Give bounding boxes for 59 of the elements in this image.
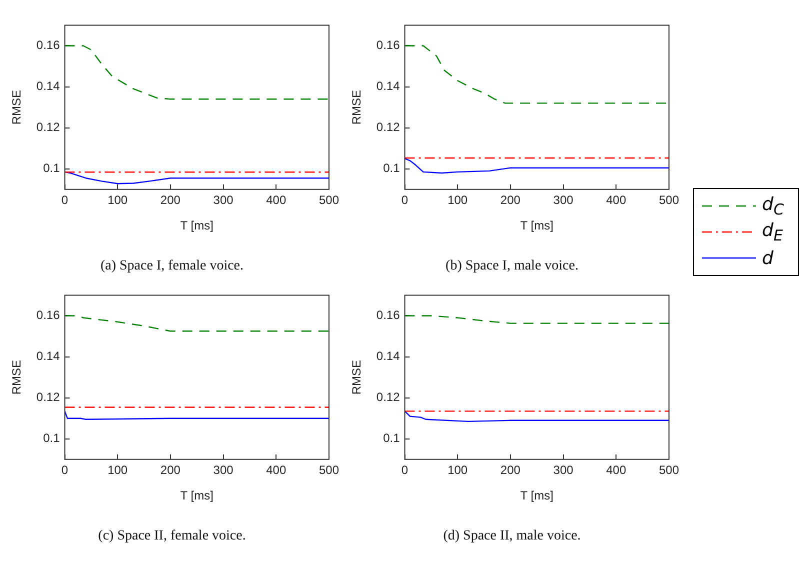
x-tick-label: 0 [401, 192, 408, 207]
x-tick-label: 0 [401, 462, 408, 477]
y-tick-label: 0.12 [376, 120, 400, 134]
y-axis-title: RMSE [10, 90, 24, 125]
x-tick-label: 100 [108, 192, 128, 207]
line-series [404, 315, 669, 324]
x-tick-label: 0 [61, 462, 68, 477]
text: (c) Space II, female voice. [98, 528, 246, 544]
x-tick-label: 500 [658, 192, 680, 207]
x-tick-label: 400 [606, 192, 626, 207]
x-tick-label: 100 [448, 462, 468, 477]
y-axis-title: RMSE [350, 90, 364, 125]
x-tick-label: 300 [553, 462, 574, 477]
x-axis-title: T [ms] [520, 488, 554, 502]
x-tick-label: 200 [500, 192, 521, 207]
y-axis-title: RMSE [350, 360, 364, 395]
x-tick-label: 400 [266, 462, 286, 477]
x-tick-label: 500 [658, 462, 680, 477]
x-tick-label: 100 [448, 192, 468, 207]
y-tick-label: 0.14 [376, 349, 400, 364]
legend-label: d [762, 248, 774, 268]
y-tick-label: 0.16 [36, 38, 60, 52]
line-series [64, 315, 329, 332]
legend-label: d$_{E}$ [762, 220, 783, 244]
x-axis-title: T [ms] [180, 488, 214, 502]
x-tick-label: 300 [213, 462, 234, 477]
y-tick-label: 0.12 [36, 390, 60, 404]
text: (b) Space I, male voice. [446, 258, 578, 274]
x-axis-title: T [ms] [180, 218, 214, 232]
x-tick-label: 400 [266, 192, 286, 207]
y-tick-label: 0.14 [376, 79, 400, 94]
y-tick-label: 0.14 [36, 79, 60, 94]
x-tick-label: 400 [606, 462, 626, 477]
y-tick-label: 0.1 [383, 161, 400, 176]
x-axis-title: T [ms] [520, 218, 554, 232]
line-series [64, 45, 329, 100]
y-axis-title: RMSE [10, 360, 24, 395]
x-tick-label: 300 [213, 192, 234, 207]
y-tick-label: 0.16 [376, 308, 400, 322]
y-tick-label: 0.12 [36, 120, 60, 134]
y-tick-label: 0.16 [36, 308, 60, 322]
x-tick-label: 100 [108, 462, 128, 477]
x-tick-label: 200 [160, 192, 181, 207]
text: (a) Space I, female voice. [100, 258, 244, 274]
x-tick-label: 500 [318, 462, 340, 477]
y-tick-label: 0.14 [36, 349, 60, 364]
y-tick-label: 0.1 [43, 431, 60, 446]
x-tick-label: 500 [318, 192, 340, 207]
y-tick-label: 0.1 [383, 431, 400, 446]
legend-label: d$_{C}$ [762, 194, 784, 218]
x-tick-label: 300 [553, 192, 574, 207]
y-tick-label: 0.1 [43, 161, 60, 176]
x-tick-label: 200 [160, 462, 181, 477]
y-tick-label: 0.16 [376, 38, 400, 52]
x-tick-label: 0 [61, 192, 68, 207]
x-tick-label: 200 [500, 462, 521, 477]
y-tick-label: 0.12 [376, 390, 400, 404]
line-series [404, 45, 669, 104]
text: (d) Space II, male voice. [443, 528, 581, 544]
